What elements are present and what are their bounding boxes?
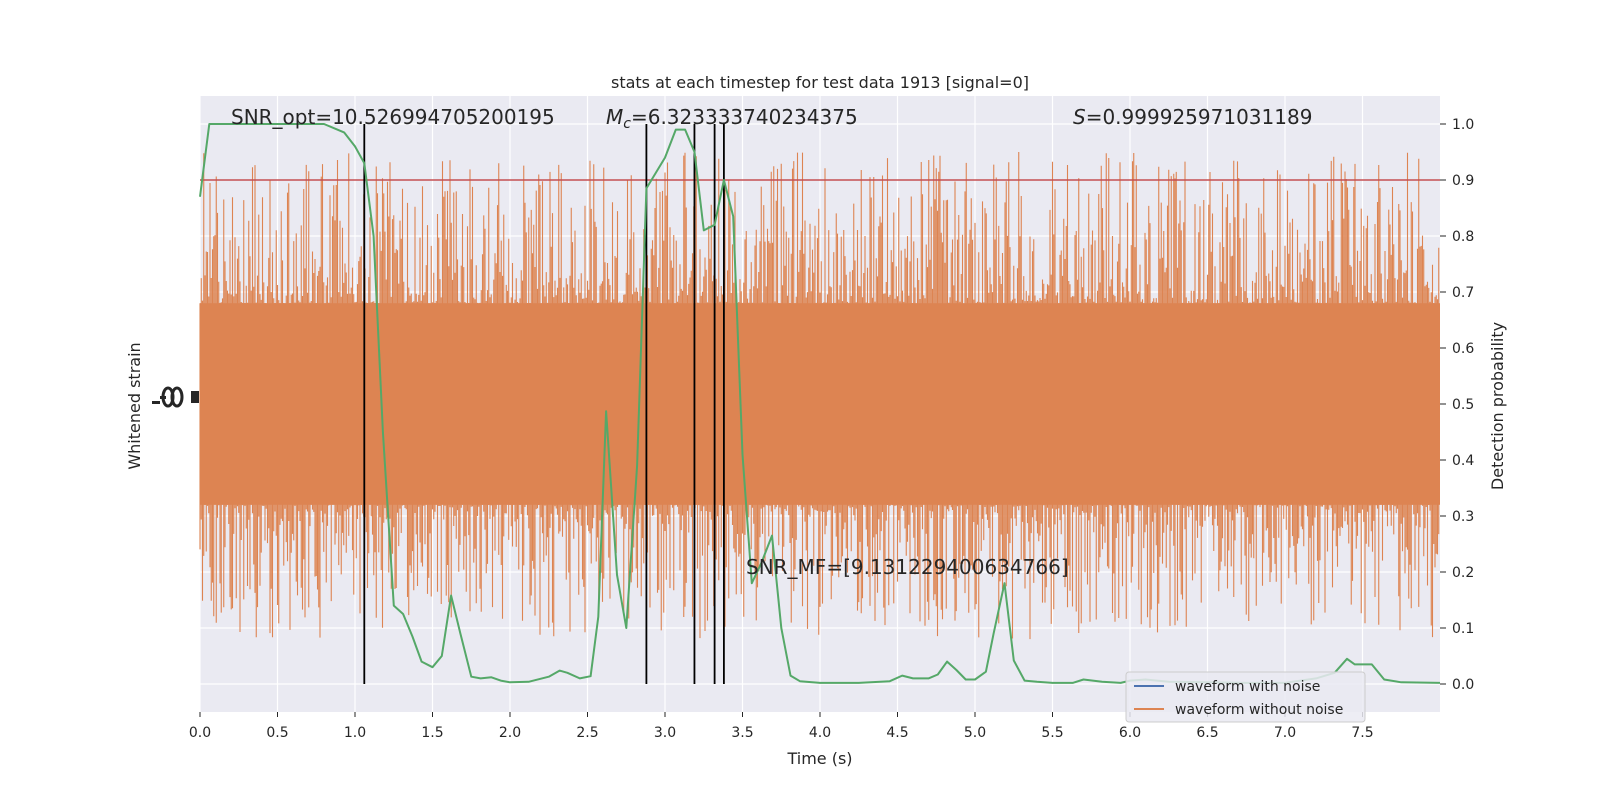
legend-label-with-noise: waveform with noise — [1175, 679, 1320, 695]
annotation-mc: Mc=6.323333740234375 — [606, 105, 858, 132]
x-tick-label-6: 3.0 — [654, 725, 676, 741]
x-tick-label-3: 1.5 — [421, 725, 443, 741]
x-tick-label-15: 7.5 — [1351, 725, 1373, 741]
annotation-snr-opt: SNR_opt=10.526994705200195 — [231, 105, 555, 129]
annotation-s: S=0.999925971031189 — [1073, 105, 1312, 129]
legend-box — [1125, 671, 1366, 723]
y-tick-label-7: 0.7 — [1452, 285, 1474, 301]
vertical-markers — [363, 124, 725, 684]
x-tick-label-0: 0.0 — [189, 725, 211, 741]
y-tick-label-10: 1.0 — [1452, 117, 1474, 133]
x-tick-label-9: 4.5 — [886, 725, 908, 741]
x-tick-label-1: 0.5 — [266, 725, 288, 741]
x-tick-label-14: 7.0 — [1274, 725, 1296, 741]
y-tick-label-4: 0.4 — [1452, 453, 1474, 469]
x-tick-label-5: 2.5 — [576, 725, 598, 741]
x-ticks: 0.0 0.5 1.0 1.5 2.0 2.5 3.0 3.5 4.0 4.5 5.0 5.5 6.0 6… — [189, 712, 1374, 741]
legend: waveform with noise waveform without noi… — [1125, 671, 1366, 723]
x-tick-label-13: 6.5 — [1196, 725, 1218, 741]
detection-probability-line — [199, 123, 1441, 684]
y-axis-label-left: Whitened strain — [125, 342, 144, 469]
x-axis-label: Time (s) — [786, 749, 852, 768]
y-ticks-right: 0.0 0.1 0.2 0.3 0.4 0.5 0.6 0.7 0.8 0.9 1.0 — [1440, 117, 1474, 693]
y-axis-label-right: Detection probability — [1488, 322, 1507, 490]
y-tick-label-5: 0.5 — [1452, 397, 1474, 413]
noise-trace — [199, 152, 1440, 640]
y-tick-label-0: 0.0 — [1452, 677, 1474, 693]
y-tick-label-1: 0.1 — [1452, 621, 1474, 637]
x-tick-label-12: 6.0 — [1119, 725, 1141, 741]
x-tick-label-4: 2.0 — [499, 725, 521, 741]
legend-label-without-noise: waveform without noise — [1175, 702, 1343, 718]
y-tick-label-2: 0.2 — [1452, 565, 1474, 581]
y-tick-label-8: 0.8 — [1452, 229, 1474, 245]
noise-band — [199, 152, 1440, 640]
y-tick-label-6: 0.6 — [1452, 341, 1474, 357]
x-tick-label-10: 5.0 — [964, 725, 986, 741]
y-tick-label-9: 0.9 — [1452, 173, 1474, 189]
x-tick-label-11: 5.5 — [1041, 725, 1063, 741]
y-tick-label-3: 0.3 — [1452, 509, 1474, 525]
annotation-snr-mf: SNR_MF=[9.131229400634766] — [746, 555, 1069, 579]
x-tick-label-8: 4.0 — [809, 725, 831, 741]
x-tick-label-7: 3.5 — [731, 725, 753, 741]
chart-title: stats at each timestep for test data 191… — [611, 73, 1029, 92]
left-axis-tick-cluster — [152, 386, 199, 408]
x-tick-label-2: 1.0 — [344, 725, 366, 741]
